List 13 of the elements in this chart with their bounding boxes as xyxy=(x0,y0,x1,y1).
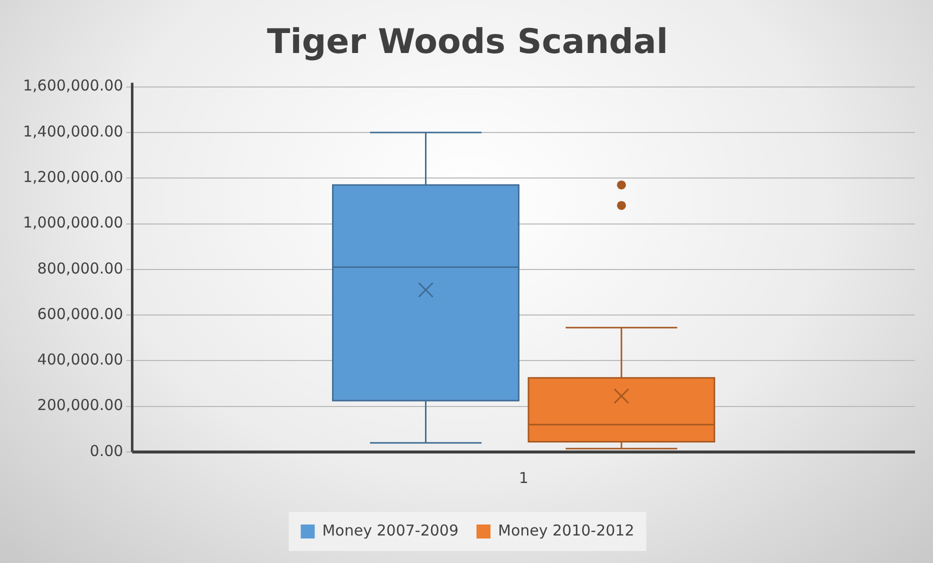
x-tick-label: 1 xyxy=(518,468,528,487)
y-tick-label: 1,400,000.00 xyxy=(22,122,124,140)
y-tick-label: 800,000.00 xyxy=(37,259,124,278)
chart-title: Tiger Woods Scandal xyxy=(267,22,668,62)
y-tick-label: 1,200,000.00 xyxy=(22,168,124,186)
y-tick-label: 600,000.00 xyxy=(37,304,124,323)
legend-label: Money 2010-2012 xyxy=(498,521,634,540)
y-tick-label: 400,000.00 xyxy=(37,350,124,369)
y-tick-label: 1,000,000.00 xyxy=(22,214,124,232)
y-tick-label: 0.00 xyxy=(90,442,124,460)
y-tick-label: 200,000.00 xyxy=(37,396,124,414)
y-tick-label: 1,600,000.00 xyxy=(22,76,124,95)
legend-label: Money 2007-2009 xyxy=(322,521,459,540)
